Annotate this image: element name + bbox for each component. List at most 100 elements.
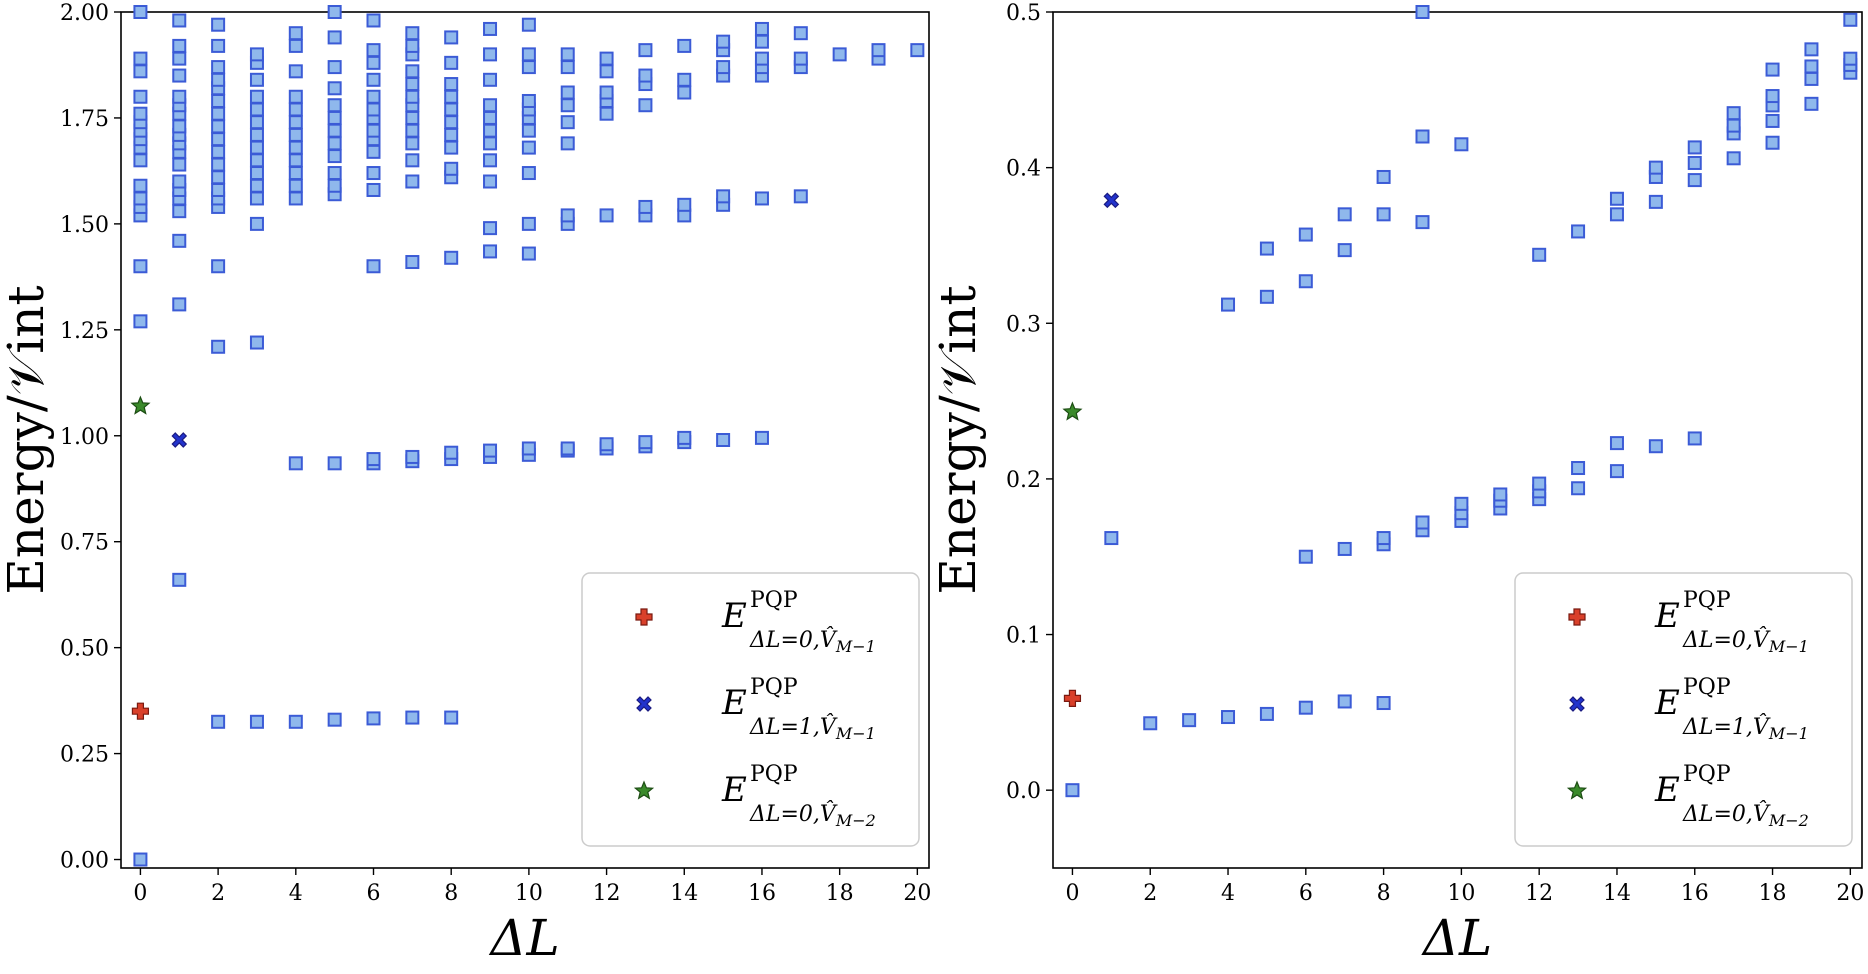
data-point-square: [249, 153, 264, 168]
data-point-square: [211, 106, 226, 121]
y-tick-label: 0.00: [60, 849, 109, 874]
data-point-square: [366, 452, 381, 467]
data-point-square: [327, 60, 342, 75]
data-point-square: [444, 140, 459, 155]
data-point-plus: [131, 702, 150, 720]
y-tick-label: 0.50: [60, 637, 109, 662]
data-point-square: [1843, 12, 1858, 27]
data-point-square: [638, 199, 653, 214]
data-point-square: [599, 208, 614, 223]
y-tick-label: 0.1: [1006, 624, 1041, 649]
data-point-plus: [635, 608, 653, 626]
y-tick-label: 0.0: [1006, 779, 1041, 804]
data-point-square: [327, 178, 342, 193]
data-point-square: [754, 34, 769, 49]
data-point-square: [599, 51, 614, 66]
data-point-square: [483, 21, 498, 36]
data-point-square: [1726, 118, 1741, 133]
x-tick-label: 8: [1377, 881, 1391, 906]
data-point-square: [793, 189, 808, 204]
data-point-square: [483, 98, 498, 113]
data-point-square: [521, 216, 536, 231]
data-point-square: [716, 433, 731, 447]
data-point-square: [133, 314, 148, 329]
data-point-square: [521, 17, 536, 32]
data-point-square: [327, 30, 342, 45]
data-point-square: [1376, 696, 1391, 711]
data-point-square: [249, 72, 264, 87]
data-point-square: [327, 81, 342, 96]
data-point-square: [444, 127, 459, 142]
data-point-square: [560, 60, 575, 75]
data-point-square: [444, 102, 459, 117]
data-point-square: [1609, 436, 1624, 451]
x-tick-label: 6: [1299, 881, 1313, 906]
data-point-square: [288, 714, 303, 729]
data-point-square: [638, 435, 653, 450]
data-point-star: [633, 780, 655, 800]
data-point-square: [1337, 243, 1352, 258]
data-point-square: [1532, 476, 1547, 491]
data-point-square: [405, 136, 420, 151]
data-point-square: [1804, 96, 1819, 111]
data-point-square: [754, 21, 769, 36]
data-point-square: [172, 89, 187, 104]
data-point-square: [677, 85, 692, 100]
y-axis-title: Energy/𝒱int: [929, 285, 987, 594]
x-tick-label: 6: [367, 881, 381, 906]
data-point-square: [288, 166, 303, 181]
data-point-square: [133, 259, 148, 274]
data-point-square: [133, 64, 148, 79]
x-tick-label: 12: [1525, 881, 1553, 906]
data-point-square: [1609, 464, 1624, 479]
data-point-square: [677, 197, 692, 212]
data-point-square: [1726, 151, 1741, 166]
legend-entry-label: E: [721, 596, 747, 636]
data-point-square: [1687, 173, 1702, 188]
data-point-square: [211, 714, 226, 729]
data-point-square: [1454, 137, 1469, 152]
data-point-square: [327, 136, 342, 151]
data-point-square: [1415, 215, 1430, 230]
data-point-square: [444, 115, 459, 130]
data-point-square: [483, 221, 498, 236]
data-point-square: [211, 38, 226, 53]
data-point-square: [1571, 224, 1586, 239]
data-point-square: [483, 244, 498, 259]
data-point-square: [133, 852, 148, 867]
data-point-x: [1569, 696, 1585, 712]
data-point-square: [366, 102, 381, 117]
data-point-square: [483, 153, 498, 168]
data-point-square: [1259, 706, 1274, 721]
data-point-square: [1221, 297, 1236, 312]
data-point-square: [1415, 129, 1430, 144]
data-point-square: [288, 153, 303, 168]
data-point-square: [366, 89, 381, 104]
data-point-square: [172, 119, 187, 134]
data-point-square: [1104, 531, 1119, 546]
data-point-square: [754, 51, 769, 66]
data-point-square: [1298, 227, 1313, 242]
data-point-square: [405, 174, 420, 189]
legend-entry-subscript: ΔL=0,V̂M−2: [749, 801, 876, 830]
data-point-square: [211, 17, 226, 32]
x-axis-title: ΔL: [488, 909, 559, 967]
data-point-plus: [1063, 689, 1082, 707]
data-point-square: [249, 115, 264, 130]
data-point-square: [1493, 487, 1508, 502]
data-point-square: [405, 110, 420, 125]
data-point-square: [1259, 289, 1274, 304]
data-point-square: [1182, 713, 1197, 728]
y-tick-label: 1.50: [60, 213, 109, 238]
legend-entry-label: E: [1654, 596, 1680, 636]
data-point-square: [1221, 710, 1236, 725]
data-point-square: [1687, 155, 1702, 170]
data-point-square: [327, 712, 342, 727]
data-point-square: [1804, 71, 1819, 86]
data-point-square: [249, 335, 264, 350]
y-axis-title: Energy/𝒱int: [0, 285, 55, 594]
data-point-square: [211, 144, 226, 159]
data-point-square: [1298, 549, 1313, 564]
data-point-square: [521, 140, 536, 155]
data-point-square: [638, 68, 653, 83]
